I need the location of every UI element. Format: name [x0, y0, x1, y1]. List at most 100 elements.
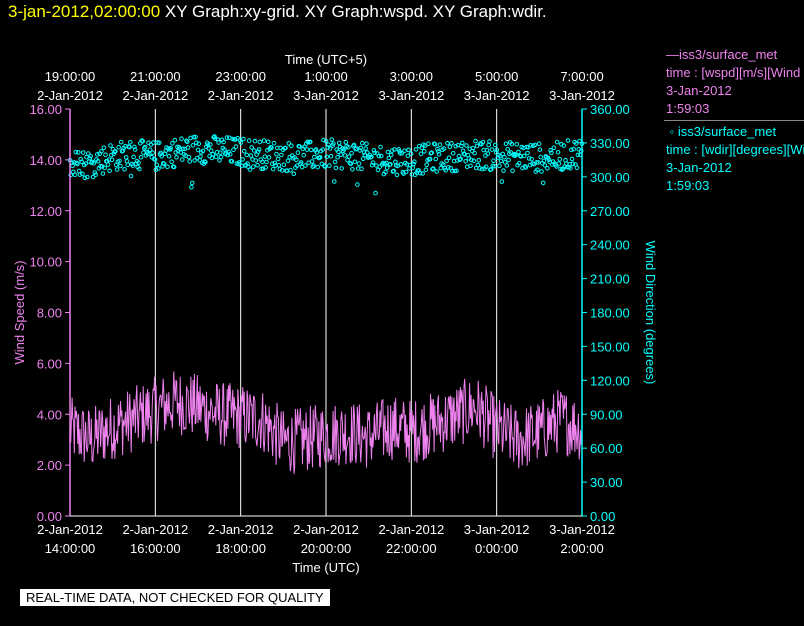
wdir-point [383, 169, 388, 175]
wdir-point [534, 160, 539, 165]
x-axis-title: Time (UTC) [292, 560, 359, 575]
wdir-point [540, 180, 546, 186]
wdir-point [85, 174, 90, 180]
wdir-point [123, 155, 129, 160]
wdir-point [477, 165, 482, 171]
left-tick-label: 10.00 [29, 255, 62, 270]
top-tick-time: 19:00:00 [45, 69, 96, 84]
wdir-point [351, 142, 357, 148]
wdir-point [77, 172, 83, 177]
wdir-point [132, 144, 137, 150]
wdir-point [275, 156, 281, 162]
wdir-point [100, 171, 106, 176]
wdir-point [501, 168, 506, 173]
wdir-point [363, 146, 368, 151]
wdir-point [449, 141, 454, 146]
wdir-point [118, 163, 123, 169]
wdir-point [279, 168, 285, 173]
wdir-point [360, 140, 365, 146]
wdir-point [297, 144, 302, 149]
wdir-point [270, 161, 275, 166]
wdir-point [369, 154, 374, 160]
wdir-point [514, 142, 520, 147]
wdir-point [91, 160, 97, 166]
left-tick-label: 0.00 [37, 509, 62, 524]
wdir-point [429, 150, 435, 155]
bottom-tick-date: 3-Jan-2012 [549, 522, 615, 537]
wdir-point [523, 165, 529, 170]
legend-direction-line2: time : [wdir][degrees][Wi [666, 142, 804, 157]
wdir-point [189, 184, 194, 190]
wdir-point [269, 145, 274, 150]
wdir-point [200, 148, 206, 154]
wdir-point [323, 138, 329, 144]
wdir-point [270, 166, 276, 172]
wdir-point [90, 174, 96, 180]
wdir-point [472, 150, 477, 156]
right-tick-label: 30.00 [590, 475, 623, 490]
wdir-point [322, 163, 327, 168]
wdir-point [101, 145, 107, 150]
wdir-point [489, 147, 495, 152]
wdir-point [493, 150, 499, 155]
wdir-point [454, 168, 459, 174]
wdir-point [260, 159, 265, 165]
wdir-point [140, 139, 145, 144]
left-tick-label: 12.00 [29, 204, 62, 219]
legend-direction-date: 3-Jan-2012 [666, 160, 732, 175]
top-tick-date: 3-Jan-2012 [464, 88, 530, 103]
wdir-point [497, 163, 502, 168]
bottom-tick-time: 20:00:00 [301, 541, 352, 556]
wdir-point [109, 157, 115, 163]
wdir-point [349, 150, 354, 156]
y-right-axis-title: Wind Direction (degrees) [643, 241, 658, 385]
wdir-point [127, 144, 132, 150]
wdir-point [288, 167, 293, 173]
wdir-point [391, 168, 397, 174]
top-tick-time: 21:00:00 [130, 69, 181, 84]
wdir-point [392, 147, 397, 152]
left-tick-label: 6.00 [37, 356, 62, 371]
wdir-point [274, 151, 279, 157]
wdir-point [322, 164, 328, 169]
wdir-point [151, 140, 156, 145]
wdir-point [139, 138, 145, 143]
wdir-point [332, 179, 337, 184]
y-left-axis-title: Wind Speed (m/s) [12, 260, 27, 364]
wdir-point [312, 154, 317, 160]
wdir-point [398, 151, 403, 156]
wdir-point [423, 167, 429, 173]
wdir-point [180, 157, 185, 162]
wdir-point [191, 134, 197, 140]
wdir-point [384, 165, 390, 171]
wdir-point [388, 152, 394, 158]
wdir-point [408, 151, 414, 156]
wdir-point [446, 155, 452, 161]
wdir-point [154, 162, 159, 167]
wdir-point [313, 147, 319, 152]
top-tick-time: 3:00:00 [390, 69, 433, 84]
right-tick-label: 360.00 [590, 102, 630, 117]
wdir-point [444, 158, 449, 164]
wdir-point [358, 145, 364, 151]
wdir-point [488, 167, 494, 172]
wdir-point [286, 141, 292, 146]
wdir-point [570, 161, 576, 167]
wdir-point [565, 138, 571, 143]
wdir-point [535, 160, 541, 165]
wdir-point [93, 172, 98, 177]
top-tick-date: 2-Jan-2012 [37, 88, 103, 103]
wdir-point [224, 135, 230, 140]
wdir-point [251, 148, 257, 153]
wdir-point [503, 141, 509, 147]
wdir-point [192, 158, 197, 163]
wdir-point [435, 146, 440, 152]
wdir-point [103, 152, 108, 157]
wdir-point [370, 160, 376, 165]
wdir-point [271, 140, 277, 146]
wdir-point [373, 190, 378, 196]
wdir-point [261, 138, 267, 143]
wdir-point [445, 140, 450, 146]
wdir-point [541, 158, 547, 164]
wdir-point [147, 147, 153, 152]
